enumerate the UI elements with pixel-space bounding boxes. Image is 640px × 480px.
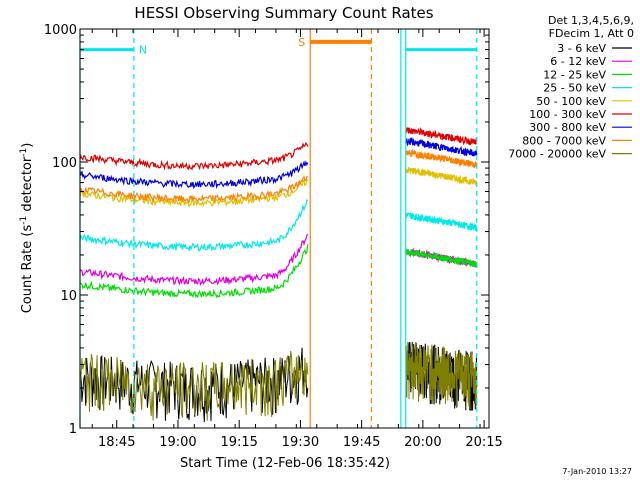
y-label-main: Count Rate (s: [20, 225, 35, 314]
series-line: [79, 233, 309, 287]
plot-frame: [79, 28, 490, 429]
y-axis-label: Count Rate (s-1 detector-1): [19, 143, 35, 314]
series-line: [79, 175, 308, 204]
y-label-mid: detector: [20, 156, 35, 216]
series-line: [405, 341, 478, 410]
axis-ticks: 1 10 100 1000 18:45 19:00 19:15 19:30 19:45 20:00…: [44, 23, 503, 450]
x-axis-label: Start Time (12-Feb-06 18:35:42): [180, 456, 390, 471]
y-tick-label: 10: [60, 289, 77, 304]
series-line: [405, 127, 478, 146]
series-line: [79, 160, 309, 190]
x-tick-label: 18:45: [98, 435, 135, 450]
series-line: [405, 212, 478, 232]
data-layer: NS: [79, 29, 478, 428]
series-line: [79, 350, 309, 421]
legend-label: 100 - 300 keV: [529, 108, 606, 121]
legend-label: 50 - 100 keV: [536, 95, 606, 108]
legend-label: 6 - 12 keV: [550, 55, 606, 68]
x-tick-label: 19:30: [282, 435, 319, 450]
footer-date: 7-Jan-2010 13:27: [562, 467, 632, 476]
legend-header-2: FDecim 1, Att 0: [549, 27, 634, 40]
s-marker-label: S: [298, 36, 305, 49]
x-tick-label: 19:45: [343, 435, 380, 450]
legend-label: 7000 - 20000 keV: [508, 148, 606, 161]
series-line: [405, 248, 478, 268]
y-label-sup2: -1: [19, 148, 29, 157]
x-tick-label: 20:15: [465, 435, 502, 450]
series-line: [405, 148, 478, 169]
legend-label: 800 - 7000 keV: [522, 134, 606, 147]
x-tick-label: 20:00: [404, 435, 441, 450]
series-line: [79, 178, 309, 208]
x-tick-label: 19:00: [159, 435, 196, 450]
y-tick-label: 1000: [44, 23, 77, 38]
series-line: [79, 244, 309, 299]
series-line: [405, 137, 478, 157]
series-line: [79, 141, 309, 171]
chart-title: HESSI Observing Summary Count Rates: [134, 4, 433, 22]
n-marker-label: N: [139, 44, 147, 57]
legend-label: 25 - 50 keV: [543, 82, 606, 95]
y-label-end: ): [20, 143, 35, 148]
series-line: [79, 199, 309, 252]
y-label-sup1: -1: [19, 216, 29, 225]
y-tick-label: 100: [52, 156, 77, 171]
legend: Det 1,3,4,5,6,9, FDecim 1, Att 0 3 - 6 k…: [508, 14, 634, 161]
series-line: [405, 167, 478, 186]
legend-label: 3 - 6 keV: [557, 42, 606, 55]
legend-label: 300 - 800 keV: [529, 121, 606, 134]
y-tick-label: 1: [69, 422, 77, 437]
legend-header-1: Det 1,3,4,5,6,9,: [548, 14, 634, 27]
x-tick-label: 19:15: [220, 435, 257, 450]
legend-label: 12 - 25 keV: [543, 68, 606, 81]
